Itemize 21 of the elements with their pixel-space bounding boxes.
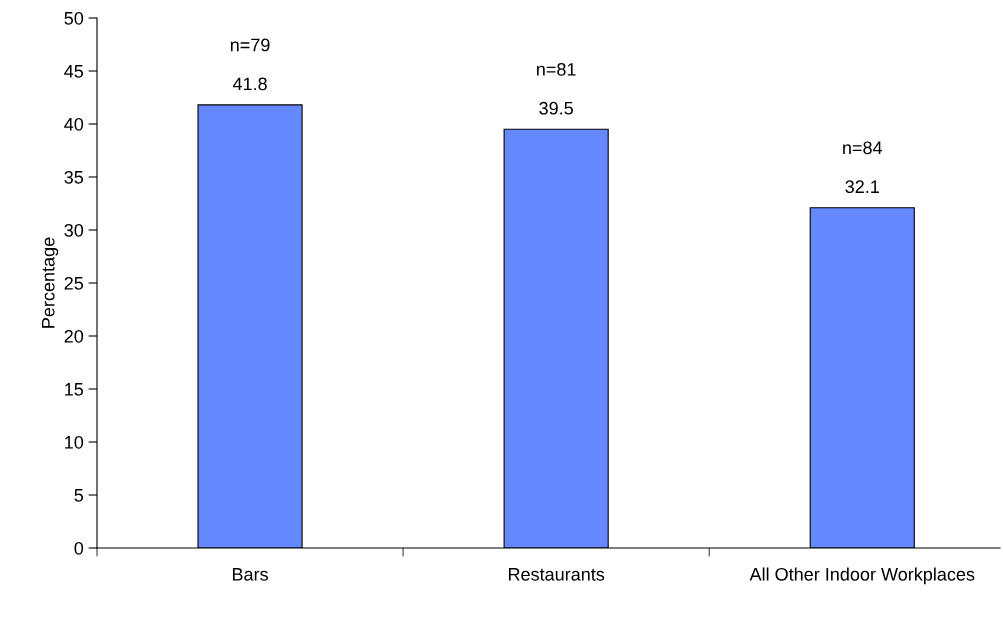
y-tick-label: 35 bbox=[64, 170, 84, 184]
annotation: n=81 bbox=[537, 62, 576, 76]
y-tick-label: 10 bbox=[65, 435, 84, 449]
y-axis-title: Percentage bbox=[42, 237, 59, 328]
y-tick-label: 25 bbox=[64, 276, 84, 290]
data-label: 41.8 bbox=[232, 77, 267, 91]
annotation: n=84 bbox=[843, 141, 883, 155]
y-tick-label: 40 bbox=[64, 117, 84, 131]
x-tick-label: Restaurants bbox=[508, 568, 605, 581]
y-tick-label: 15 bbox=[65, 383, 84, 396]
annotation: n=79 bbox=[230, 38, 270, 52]
y-tick-label: 5 bbox=[74, 489, 84, 502]
y-tick-label: 0 bbox=[74, 541, 84, 555]
y-tick-label: 50 bbox=[64, 11, 84, 25]
data-label: 32.1 bbox=[845, 180, 879, 194]
y-tick-label: 30 bbox=[64, 223, 84, 237]
x-tick-label: All Other Indoor Workplaces bbox=[749, 567, 975, 585]
y-tick-label: 20 bbox=[64, 329, 84, 343]
x-tick-label: Bars bbox=[232, 568, 268, 581]
data-label: 39.5 bbox=[539, 101, 573, 115]
y-tick-label: 45 bbox=[64, 65, 84, 78]
